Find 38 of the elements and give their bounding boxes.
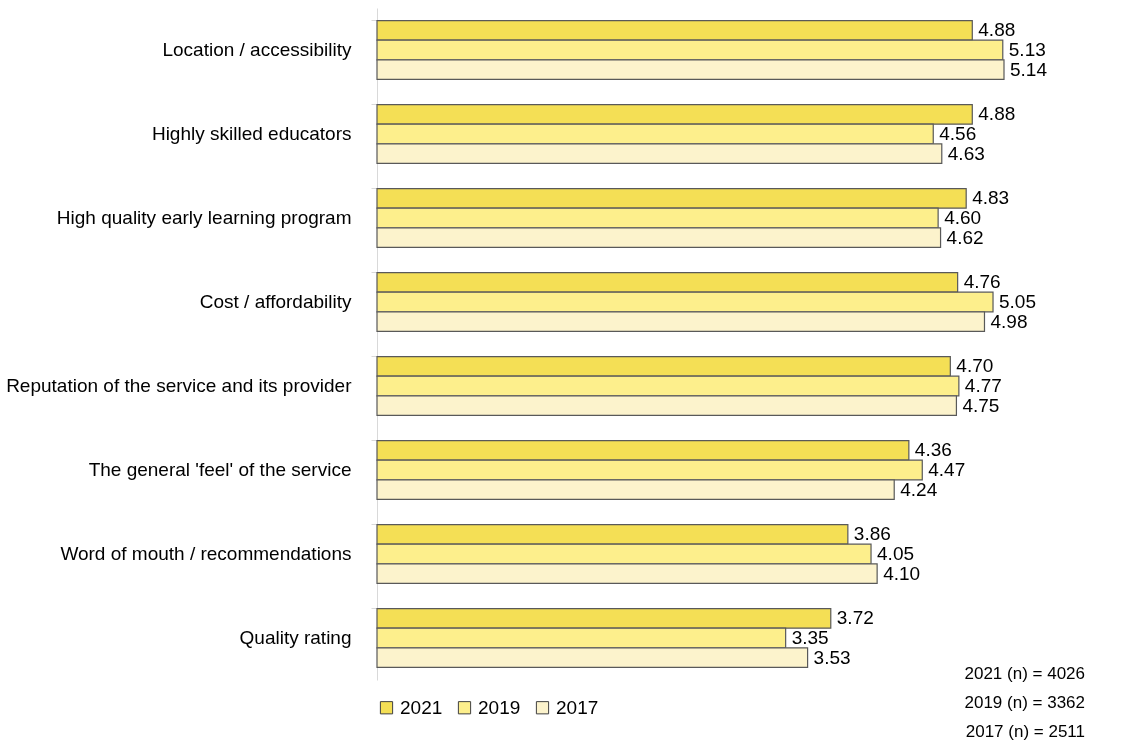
data-label: 4.47 (928, 459, 966, 480)
text: 2017 (n) = 2511 (965, 722, 1085, 741)
data-label: 4.62 (946, 226, 984, 248)
data-label: 5.05 (999, 291, 1037, 312)
data-label: 5.13 (1008, 39, 1046, 60)
data-label: 4.77 (964, 375, 1002, 396)
data-label: 4.05 (877, 543, 915, 564)
data-label: 4.60 (944, 207, 982, 228)
y-tick-label: Cost / affordability (199, 291, 352, 312)
y-tick-label: Highly skilled educators (151, 123, 352, 144)
data-label: 4.36 (914, 439, 952, 461)
y-tick-label: The general 'feel' of the service (88, 459, 352, 480)
data-label: 4.24 (900, 478, 938, 500)
annotation: 2021 (n) = 4026 (964, 664, 1085, 683)
data-label: 5.14 (1010, 58, 1048, 80)
data-label: 4.98 (990, 310, 1028, 332)
data-label: 3.35 (791, 627, 829, 648)
data-label: 4.88 (978, 19, 1016, 41)
data-label: 3.53 (813, 646, 851, 668)
text: 2019 (n) = 3362 (964, 693, 1085, 712)
data-label: 3.72 (836, 607, 874, 629)
data-label: 4.76 (963, 271, 1001, 293)
y-tick-label: Reputation of the service and its provider (6, 375, 353, 396)
y-tick-label: Location / accessibility (162, 39, 352, 60)
data-label: 4.70 (956, 355, 994, 377)
y-tick-label: Quality rating (239, 627, 352, 648)
data-label: 4.88 (978, 103, 1016, 125)
data-label: 4.56 (939, 123, 977, 144)
data-label: 3.86 (853, 523, 891, 545)
legend-label: 2019 (478, 696, 521, 718)
legend-label: 2021 (400, 696, 443, 718)
y-tick-label: Word of mouth / recommendations (60, 543, 352, 564)
data-label: 4.63 (947, 142, 985, 164)
data-label: 4.83 (972, 187, 1010, 209)
legend-label: 2017 (556, 696, 599, 718)
data-label: 4.10 (883, 562, 921, 584)
data-label: 4.75 (962, 394, 1000, 416)
y-tick-label: High quality early learning program (56, 207, 352, 228)
